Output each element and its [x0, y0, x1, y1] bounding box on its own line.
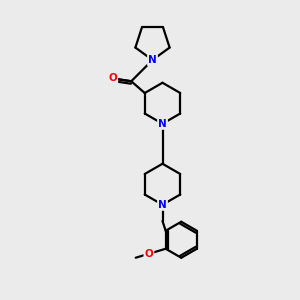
Text: N: N	[148, 55, 157, 65]
Text: O: O	[145, 249, 153, 259]
Text: N: N	[158, 119, 167, 129]
Text: O: O	[108, 74, 117, 83]
Text: N: N	[158, 200, 167, 210]
